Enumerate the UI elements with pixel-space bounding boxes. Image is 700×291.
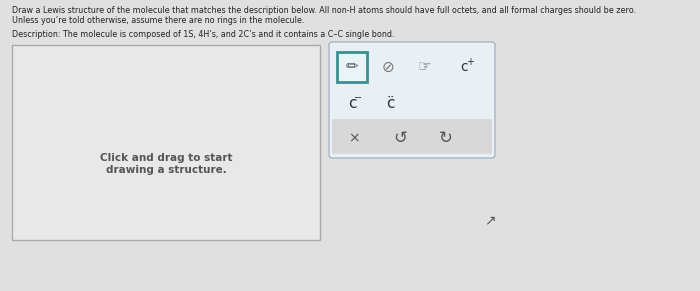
FancyBboxPatch shape — [329, 42, 495, 158]
Text: ✏: ✏ — [346, 59, 358, 74]
Bar — [12, 45, 320, 240]
Text: drawing a structure.: drawing a structure. — [106, 165, 226, 175]
Text: +: + — [466, 57, 474, 67]
Text: Description: The molecule is composed of 1S, 4H’s, and 2C’s and it contains a C–: Description: The molecule is composed of… — [12, 30, 395, 39]
Text: c: c — [348, 95, 356, 111]
Text: Unless you’re told otherwise, assume there are no rings in the molecule.: Unless you’re told otherwise, assume the… — [12, 16, 304, 25]
Text: c: c — [460, 60, 468, 74]
Text: ⊘: ⊘ — [382, 59, 394, 74]
Text: ×: × — [348, 131, 360, 145]
FancyBboxPatch shape — [332, 119, 492, 154]
Text: Click and drag to start: Click and drag to start — [99, 153, 232, 163]
Text: Draw a Lewis structure of the molecule that matches the description below. All n: Draw a Lewis structure of the molecule t… — [12, 6, 636, 15]
Text: ☞: ☞ — [417, 59, 430, 74]
Text: c̈: c̈ — [386, 95, 395, 111]
Text: ↺: ↺ — [393, 129, 407, 147]
Text: −: − — [354, 93, 362, 103]
Text: ↻: ↻ — [439, 129, 453, 147]
Text: ↗: ↗ — [484, 213, 496, 227]
FancyBboxPatch shape — [337, 52, 367, 82]
